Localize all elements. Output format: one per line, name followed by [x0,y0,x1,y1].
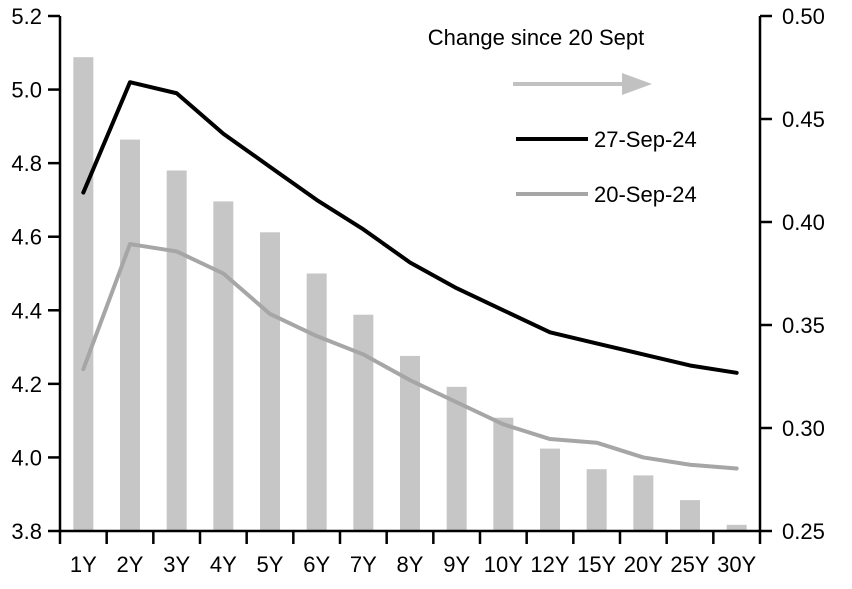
bar-4Y [213,201,234,531]
x-label-10Y: 10Y [484,552,523,577]
bar-15Y [586,469,607,531]
left-tick-label: 4.4 [11,298,42,323]
left-tick-label: 5.0 [11,78,42,103]
left-tick-label: 4.0 [11,445,42,470]
bar-8Y [400,355,420,531]
legend-entry-20-sep-24: 20-Sep-24 [516,182,697,207]
bar-5Y [260,232,280,532]
arrow-head [622,73,652,95]
bar-9Y [446,386,467,531]
legend-entry-27-sep-24: 27-Sep-24 [516,127,697,152]
change-arrow-icon [513,73,652,95]
left-tick-label: 4.6 [11,225,42,250]
left-tick-label: 4.2 [11,372,42,397]
x-label-9Y: 9Y [443,552,470,577]
bar-30Y [726,524,747,531]
bar-6Y [306,273,327,531]
bar-10Y [493,417,514,531]
left-tick-label: 5.2 [11,4,42,29]
line-20-sep-24 [81,242,739,471]
x-label-5Y: 5Y [257,552,284,577]
legend-label: 20-Sep-24 [594,182,697,207]
x-label-7Y: 7Y [350,552,377,577]
right-tick-label: 0.25 [782,519,825,544]
x-label-30Y: 30Y [717,552,756,577]
x-label-2Y: 2Y [117,552,144,577]
x-label-4Y: 4Y [210,552,237,577]
right-tick-label: 0.30 [782,416,825,441]
left-axis-ticks: 5.2 5.0 4.8 4.6 4.4 4.2 4.0 3.8 [11,4,60,544]
x-label-8Y: 8Y [397,552,424,577]
x-label-20Y: 20Y [624,552,663,577]
x-axis-labels: 1Y 2Y 3Y 4Y 5Y 6Y 7Y 8Y 9Y 10Y 12Y 15Y 20Y 25Y 30Y [70,552,757,577]
bar-7Y [353,314,374,531]
bar-25Y [680,500,700,531]
legend: Change since 20 Sept 27-Sep-24 20-Sep-24 [428,25,697,207]
bars-series-change-since-20-sept [73,57,747,532]
right-tick-label: 0.35 [782,313,825,338]
x-label-12Y: 12Y [530,552,569,577]
bar-20Y [633,475,654,531]
x-axis-ticks [58,531,762,544]
x-label-1Y: 1Y [70,552,97,577]
x-label-15Y: 15Y [577,552,616,577]
right-tick-label: 0.50 [782,4,825,29]
bar-12Y [540,448,560,531]
right-axis-ticks: 0.50 0.45 0.40 0.35 0.30 0.25 [760,4,825,544]
x-label-6Y: 6Y [303,552,330,577]
left-tick-label: 3.8 [11,519,42,544]
bar-2Y [120,139,140,531]
right-tick-label: 0.40 [782,210,825,235]
bar-3Y [166,170,187,531]
x-label-3Y: 3Y [163,552,190,577]
x-label-25Y: 25Y [670,552,709,577]
bar-1Y [73,57,94,531]
right-tick-label: 0.45 [782,107,825,132]
line-27-sep-24 [81,80,739,375]
legend-label: 27-Sep-24 [594,127,697,152]
legend-title: Change since 20 Sept [428,25,645,50]
left-tick-label: 4.8 [11,151,42,176]
